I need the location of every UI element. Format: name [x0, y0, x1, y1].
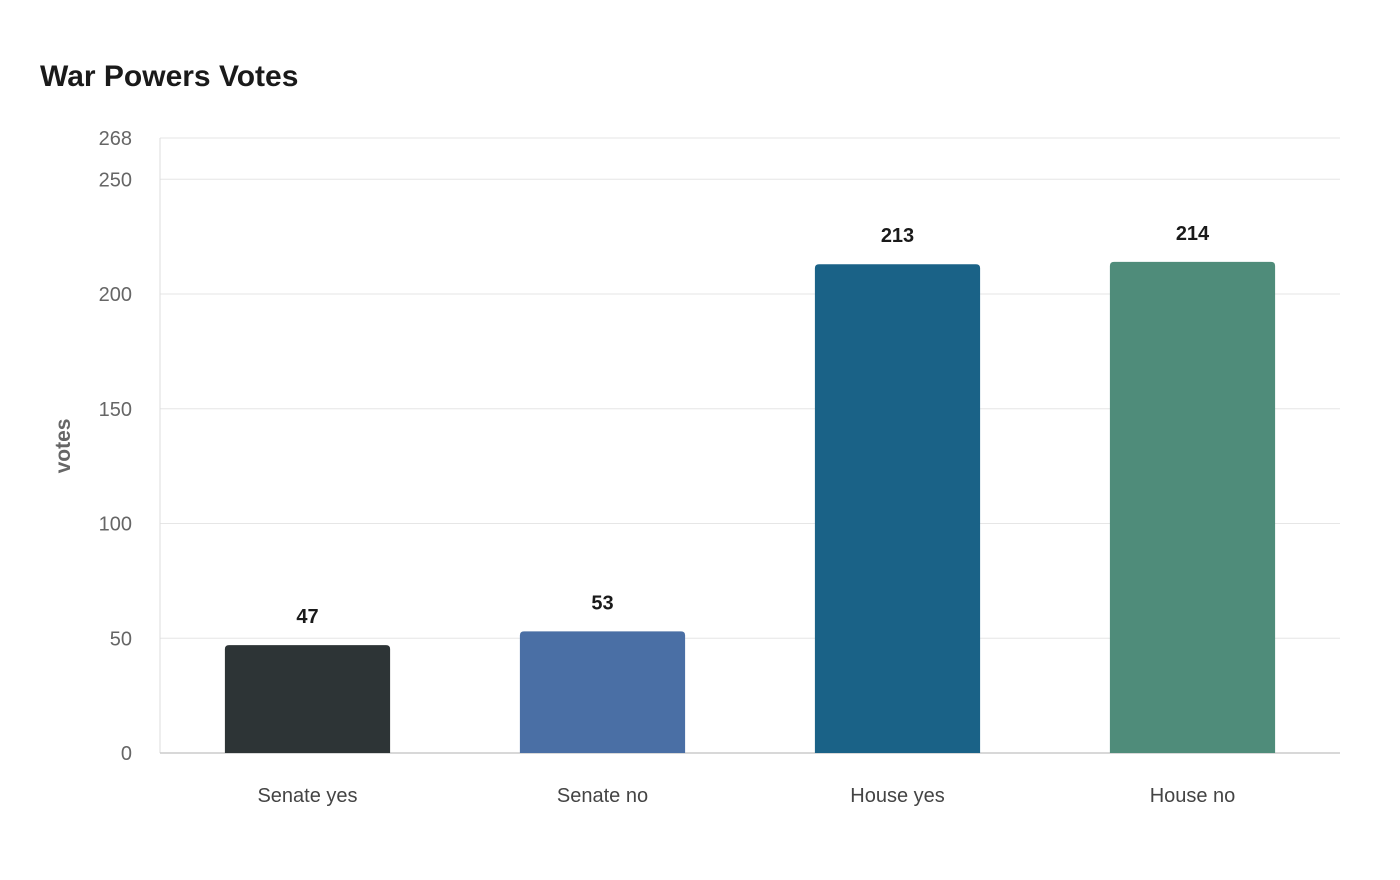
y-tick-label: 200 [99, 284, 132, 306]
y-tick-label: 0 [121, 743, 132, 765]
bar-house-yes [814, 264, 981, 753]
y-axis-title: votes [52, 419, 75, 474]
x-tick-label: House no [1150, 785, 1236, 807]
x-tick-label: Senate yes [257, 785, 357, 807]
bars [224, 261, 1276, 753]
y-tick-label: 268 [99, 128, 132, 150]
y-tick-label: 250 [99, 169, 132, 191]
bar-senate-no [519, 631, 686, 753]
data-label: 53 [591, 592, 613, 614]
bar-house-no [1109, 261, 1276, 753]
chart-title: War Powers Votes [40, 60, 299, 93]
labels: 0 50 100 150 200 250 268 47 Senate yes 53 Senate n… [99, 128, 1236, 807]
y-tick-label: 50 [110, 628, 132, 650]
data-label: 213 [881, 225, 914, 247]
x-tick-label: House yes [850, 785, 945, 807]
gridlines [160, 137, 1340, 639]
data-label: 214 [1176, 223, 1210, 245]
y-tick-label: 150 [99, 399, 132, 421]
bar-senate-yes [224, 645, 391, 753]
data-label: 47 [296, 606, 318, 628]
y-tick-label: 100 [99, 514, 132, 536]
x-tick-label: Senate no [557, 785, 648, 807]
